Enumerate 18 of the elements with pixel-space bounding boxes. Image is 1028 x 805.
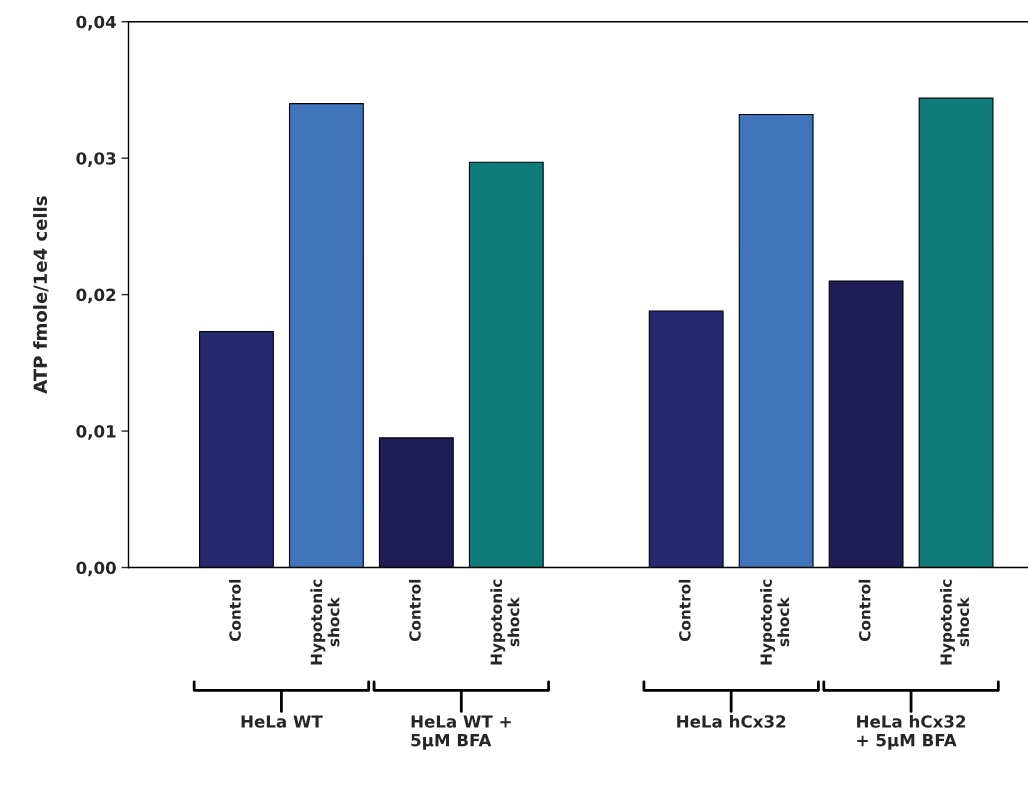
x-tick-label: Control xyxy=(229,579,241,642)
x-tick-label: Hypotonic shock xyxy=(760,579,790,665)
text: HeLa WT xyxy=(241,715,323,728)
text: HeLa hCx32 + 5µM BFA xyxy=(857,714,966,750)
x-tick-label: Control xyxy=(858,579,871,642)
x-tick-label: Control xyxy=(408,579,421,642)
y-tick-label: 0,04 xyxy=(76,15,116,31)
x-tick-label: Hypotonic shock xyxy=(940,579,970,665)
y-axis-title: ATP fmole/1e4 cells xyxy=(33,196,49,394)
text: HeLa hCx32 xyxy=(677,714,786,728)
y-tick-label: 0,03 xyxy=(76,152,116,167)
x-tick-label: Control xyxy=(678,579,691,642)
y-tick-label: 0,02 xyxy=(76,288,116,304)
x-tick-label: Hypotonic shock xyxy=(490,579,520,665)
y-tick-label: 0,00 xyxy=(76,561,116,577)
x-tick-label: Hypotonic shock xyxy=(310,579,340,665)
text: HeLa WT + 5µM BFA xyxy=(411,715,511,750)
y-tick-label: 0,01 xyxy=(76,425,116,440)
